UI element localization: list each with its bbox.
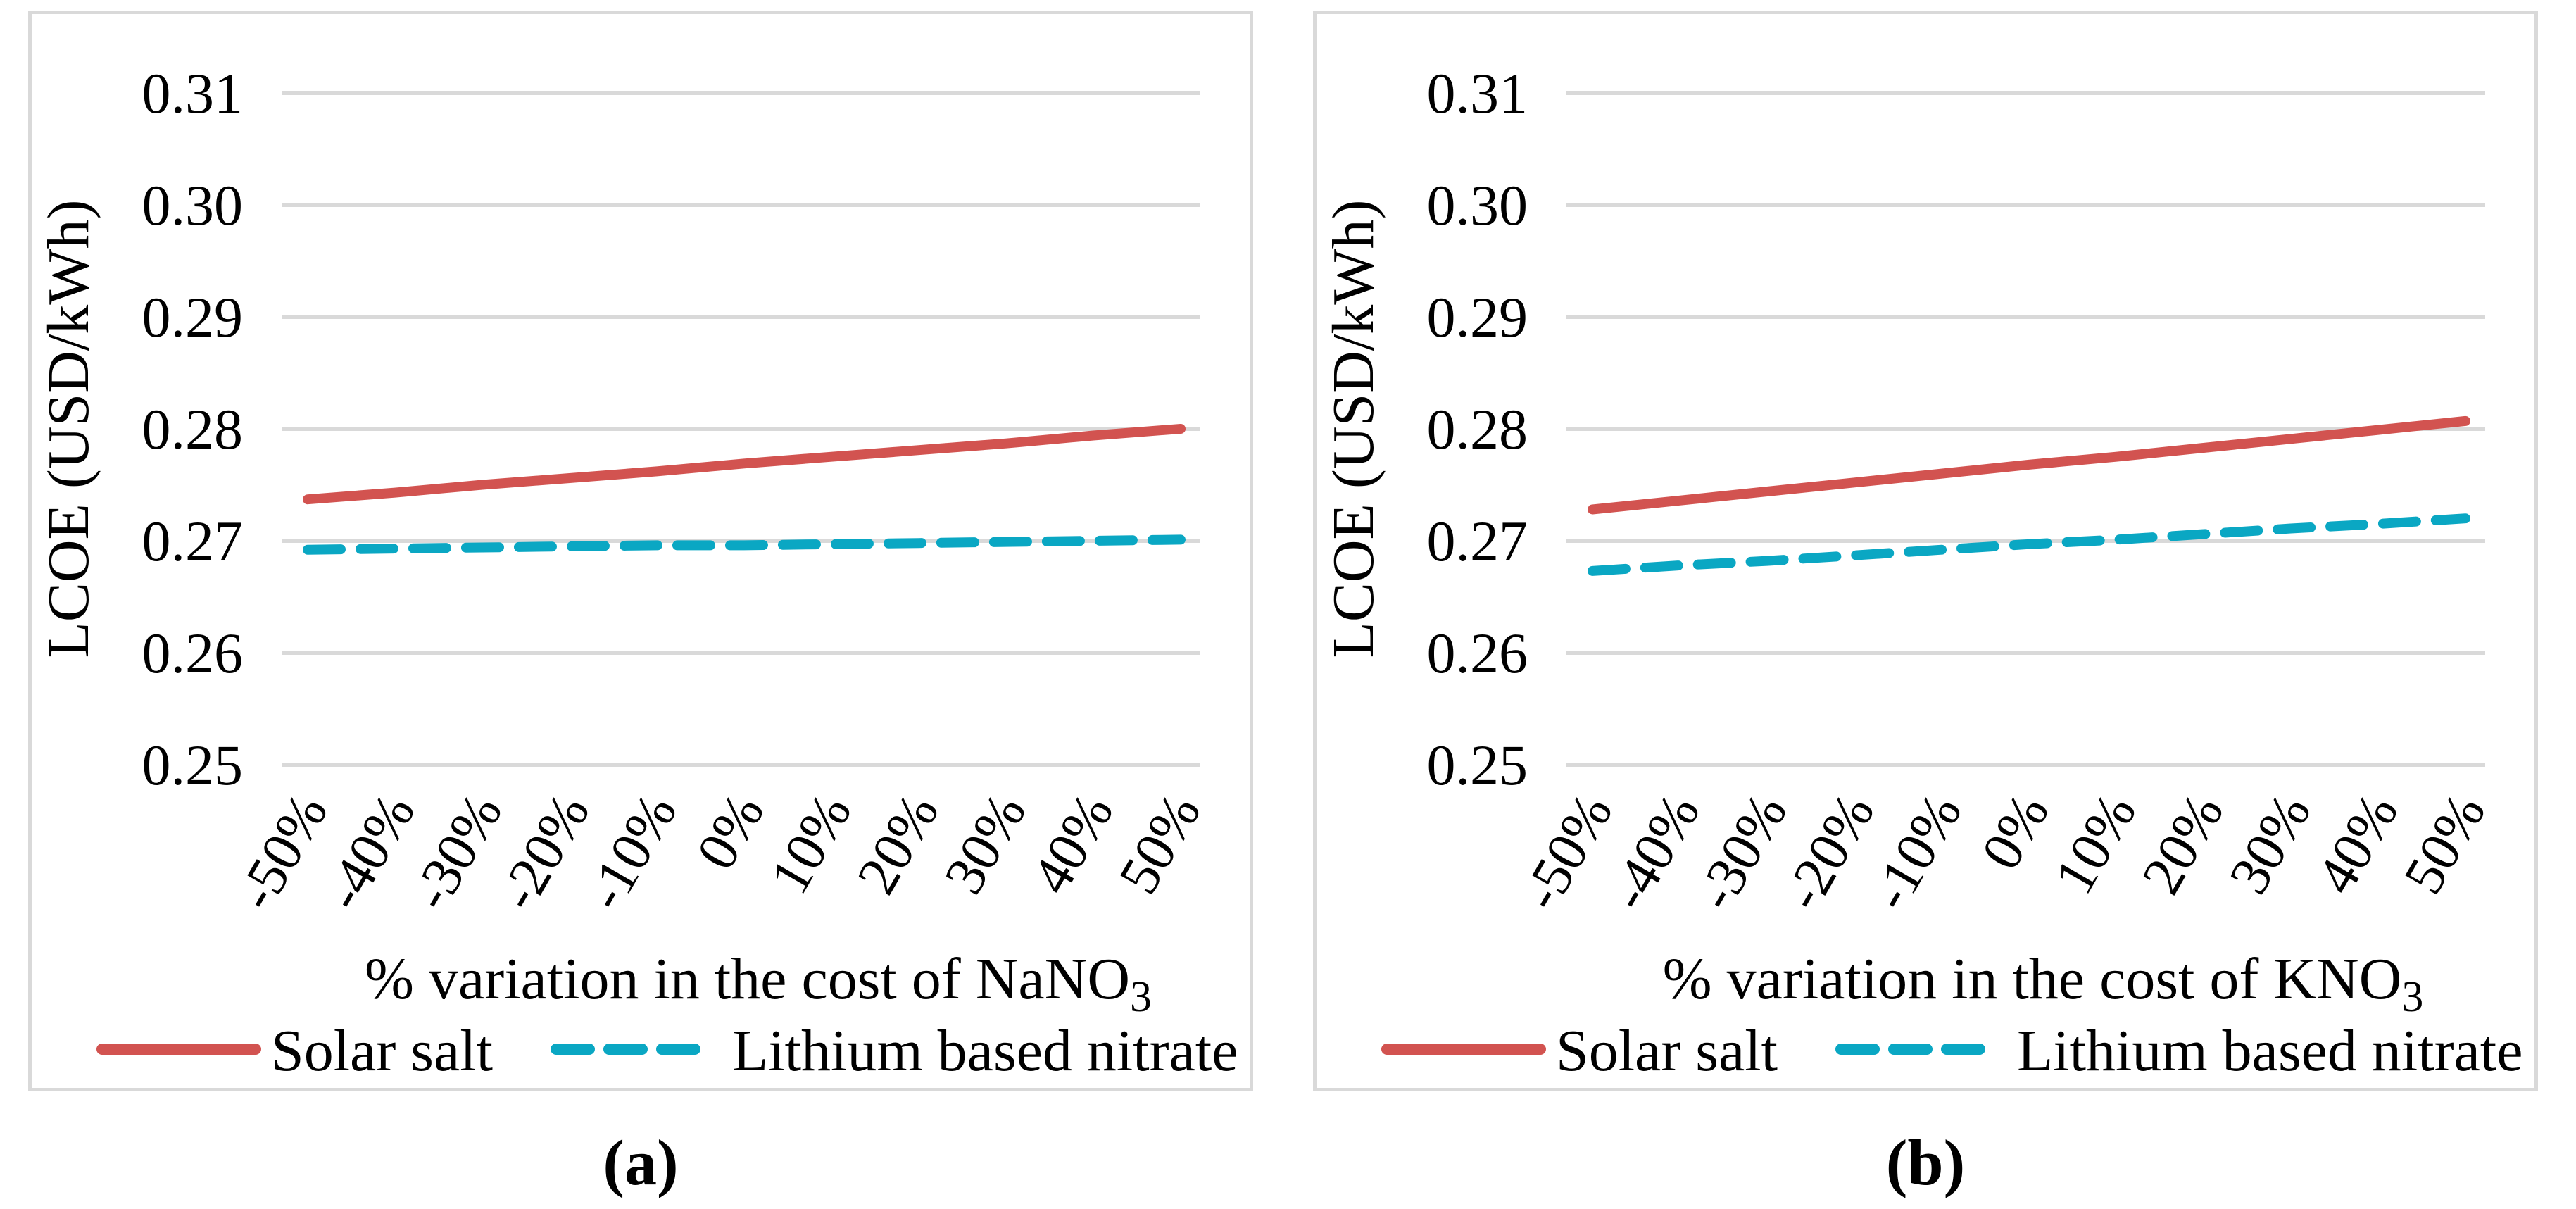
panel-b-caption: (b) [1885,1127,1966,1198]
y-tick-label: 0.30 [142,173,244,237]
y-tick-label: 0.31 [142,61,244,125]
x-tick-label: -50% [225,784,340,920]
series-line-solar-salt [303,424,1186,505]
y-tick-label: 0.31 [1427,61,1528,125]
legend-label: Solar salt [1556,1018,1778,1084]
panels-row: 0.31 0.30 0.29 0.28 0.27 0.26 0.25 LCOE (USD/kW… [28,11,2538,1200]
panel-a-chart: 0.31 0.30 0.29 0.28 0.27 0.26 0.25 LCOE (USD/kW… [28,11,1253,1091]
x-tick-label: 50% [2392,784,2498,904]
y-tick-label: 0.26 [142,621,244,685]
panel-a-block: 0.31 0.30 0.29 0.28 0.27 0.26 0.25 LCOE (USD/kW… [28,11,1253,1200]
panel-b-chart: 0.31 0.30 0.29 0.28 0.27 0.26 0.25 LCOE (USD/kW… [1313,11,2538,1091]
y-tick-label: 0.27 [142,509,244,573]
x-tick-label: -30% [1685,784,1799,920]
y-axis-title: LCOE (USD/kWh) [36,200,101,658]
x-tick-label: -10% [574,784,689,920]
line-chart-nano3: 0.31 0.30 0.29 0.28 0.27 0.26 0.25 LCOE (USD/kW… [36,61,1238,1084]
x-tick-label: 10% [2043,784,2149,904]
y-axis-title: LCOE (USD/kWh) [1321,200,1386,658]
x-axis-title: % variation in the cost of KNO3 [1663,946,2424,1021]
legend-label: Lithium based nitrate [732,1018,1238,1084]
series-line-solar-salt [1588,415,2470,515]
x-tick-label: 20% [846,784,951,904]
x-tick-label: -20% [487,784,602,920]
panel-b-block: 0.31 0.30 0.29 0.28 0.27 0.26 0.25 LCOE (USD/kW… [1313,11,2538,1200]
y-tick-label: 0.29 [1427,285,1528,349]
legend-label: Solar salt [271,1018,493,1084]
y-tick-label: 0.27 [1427,509,1528,573]
x-axis-title: % variation in the cost of NaNO3 [365,946,1152,1021]
y-tick-label: 0.28 [1427,397,1528,461]
y-tick-label: 0.30 [1427,173,1528,237]
x-tick-label: -50% [1510,784,1625,920]
x-tick-label: 50% [1107,784,1213,904]
y-tick-label: 0.28 [142,397,244,461]
y-tick-label: 0.25 [142,733,244,797]
x-tick-label: 30% [2218,784,2323,904]
x-tick-label: 40% [2305,784,2411,904]
panel-a-caption: (a) [603,1127,679,1198]
x-tick-label: 20% [2130,784,2236,904]
x-tick-label: -40% [1597,784,1712,920]
x-tick-label: 10% [758,784,864,904]
series-line-lithium-based-nitrate [1588,513,2470,576]
y-tick-label: 0.26 [1427,621,1528,685]
x-tick-label: 40% [1020,784,1126,904]
legend-label: Lithium based nitrate [2017,1018,2522,1084]
series-line-lithium-based-nitrate [303,534,1186,555]
x-tick-label: -30% [400,784,515,920]
x-tick-label: -20% [1772,784,1887,920]
x-tick-label: -10% [1859,784,1974,920]
x-tick-label: -40% [313,784,427,920]
line-chart-kno3: 0.31 0.30 0.29 0.28 0.27 0.26 0.25 LCOE (USD/kW… [1321,61,2522,1084]
y-tick-label: 0.29 [142,285,244,349]
x-tick-label: 30% [933,784,1038,904]
y-tick-label: 0.25 [1427,733,1528,797]
